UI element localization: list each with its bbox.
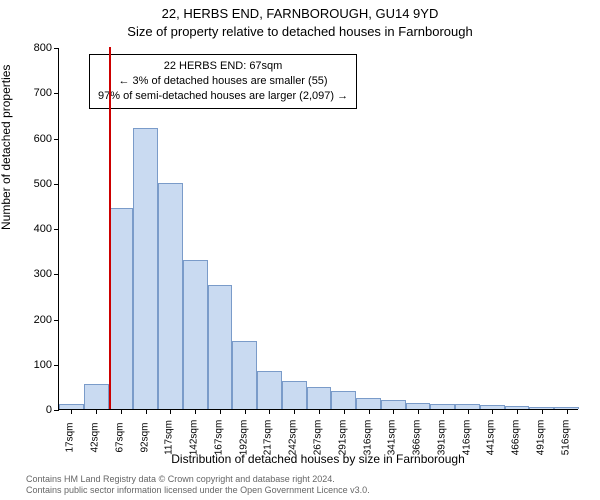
xtick-label: 391sqm	[436, 420, 447, 456]
ytick-label: 300	[34, 268, 52, 280]
xtick-label: 242sqm	[288, 420, 299, 456]
xtick-mark	[245, 409, 246, 414]
xtick-mark	[121, 409, 122, 414]
annotation-line2: ← 3% of detached houses are smaller (55)	[98, 74, 348, 89]
xtick-mark	[220, 409, 221, 414]
xtick-label: 117sqm	[164, 420, 175, 455]
ytick-label: 200	[34, 314, 52, 326]
histogram-bar	[381, 400, 406, 409]
xtick-label: 366sqm	[412, 420, 423, 456]
ytick-label: 0	[46, 404, 52, 416]
histogram-bar	[331, 391, 356, 409]
xtick-label: 267sqm	[313, 420, 324, 456]
ytick-label: 100	[34, 359, 52, 371]
chart-title-line1: 22, HERBS END, FARNBOROUGH, GU14 9YD	[0, 6, 600, 21]
ytick-mark	[54, 48, 59, 49]
annotation-line3: 97% of semi-detached houses are larger (…	[98, 89, 348, 104]
histogram-bar	[307, 387, 332, 409]
histogram-bar	[133, 128, 158, 409]
ytick-mark	[54, 274, 59, 275]
histogram-bar	[183, 260, 208, 409]
footer-attribution: Contains HM Land Registry data © Crown c…	[26, 474, 370, 496]
xtick-mark	[492, 409, 493, 414]
xtick-mark	[195, 409, 196, 414]
histogram-bar	[208, 285, 233, 409]
ytick-mark	[54, 320, 59, 321]
ytick-mark	[54, 410, 59, 411]
xtick-mark	[443, 409, 444, 414]
xtick-mark	[369, 409, 370, 414]
xtick-label: 441sqm	[486, 420, 497, 456]
xtick-mark	[319, 409, 320, 414]
xtick-mark	[468, 409, 469, 414]
xtick-mark	[542, 409, 543, 414]
ytick-label: 700	[34, 87, 52, 99]
ytick-mark	[54, 229, 59, 230]
histogram-bar	[356, 398, 381, 409]
chart-title-line2: Size of property relative to detached ho…	[0, 24, 600, 39]
ytick-mark	[54, 93, 59, 94]
histogram-bar	[109, 208, 134, 409]
ytick-label: 600	[34, 133, 52, 145]
xtick-label: 217sqm	[263, 420, 274, 456]
xtick-label: 167sqm	[213, 420, 224, 456]
ytick-mark	[54, 184, 59, 185]
plot-area: 22 HERBS END: 67sqm ← 3% of detached hou…	[58, 48, 578, 410]
xtick-label: 466sqm	[511, 420, 522, 456]
xtick-mark	[170, 409, 171, 414]
xtick-mark	[567, 409, 568, 414]
xtick-label: 416sqm	[461, 420, 472, 456]
xtick-mark	[96, 409, 97, 414]
y-axis-label: Number of detached properties	[0, 65, 13, 230]
annotation-box: 22 HERBS END: 67sqm ← 3% of detached hou…	[89, 54, 357, 109]
xtick-label: 142sqm	[189, 420, 200, 456]
annotation-line1: 22 HERBS END: 67sqm	[98, 59, 348, 74]
xtick-mark	[294, 409, 295, 414]
xtick-label: 17sqm	[65, 422, 76, 452]
ytick-label: 800	[34, 42, 52, 54]
xtick-label: 67sqm	[114, 422, 125, 452]
histogram-bar	[282, 381, 307, 409]
xtick-label: 491sqm	[535, 420, 546, 456]
xtick-label: 42sqm	[90, 422, 101, 452]
xtick-label: 192sqm	[238, 420, 249, 456]
ytick-mark	[54, 139, 59, 140]
ytick-mark	[54, 365, 59, 366]
histogram-bar	[158, 183, 183, 409]
histogram-bar	[232, 341, 257, 409]
xtick-mark	[517, 409, 518, 414]
xtick-mark	[269, 409, 270, 414]
xtick-label: 516sqm	[560, 420, 571, 456]
xtick-label: 291sqm	[337, 420, 348, 456]
xtick-mark	[418, 409, 419, 414]
xtick-mark	[146, 409, 147, 414]
xtick-mark	[71, 409, 72, 414]
xtick-label: 92sqm	[139, 422, 150, 452]
xtick-mark	[344, 409, 345, 414]
chart-container: 22, HERBS END, FARNBOROUGH, GU14 9YD Siz…	[0, 0, 600, 500]
xtick-mark	[393, 409, 394, 414]
histogram-bar	[84, 384, 109, 409]
xtick-label: 341sqm	[387, 420, 398, 456]
footer-line1: Contains HM Land Registry data © Crown c…	[26, 474, 370, 485]
histogram-bar	[257, 371, 282, 409]
ytick-label: 500	[34, 178, 52, 190]
ytick-label: 400	[34, 223, 52, 235]
footer-line2: Contains public sector information licen…	[26, 485, 370, 496]
marker-line	[109, 47, 111, 409]
xtick-label: 316sqm	[362, 420, 373, 456]
